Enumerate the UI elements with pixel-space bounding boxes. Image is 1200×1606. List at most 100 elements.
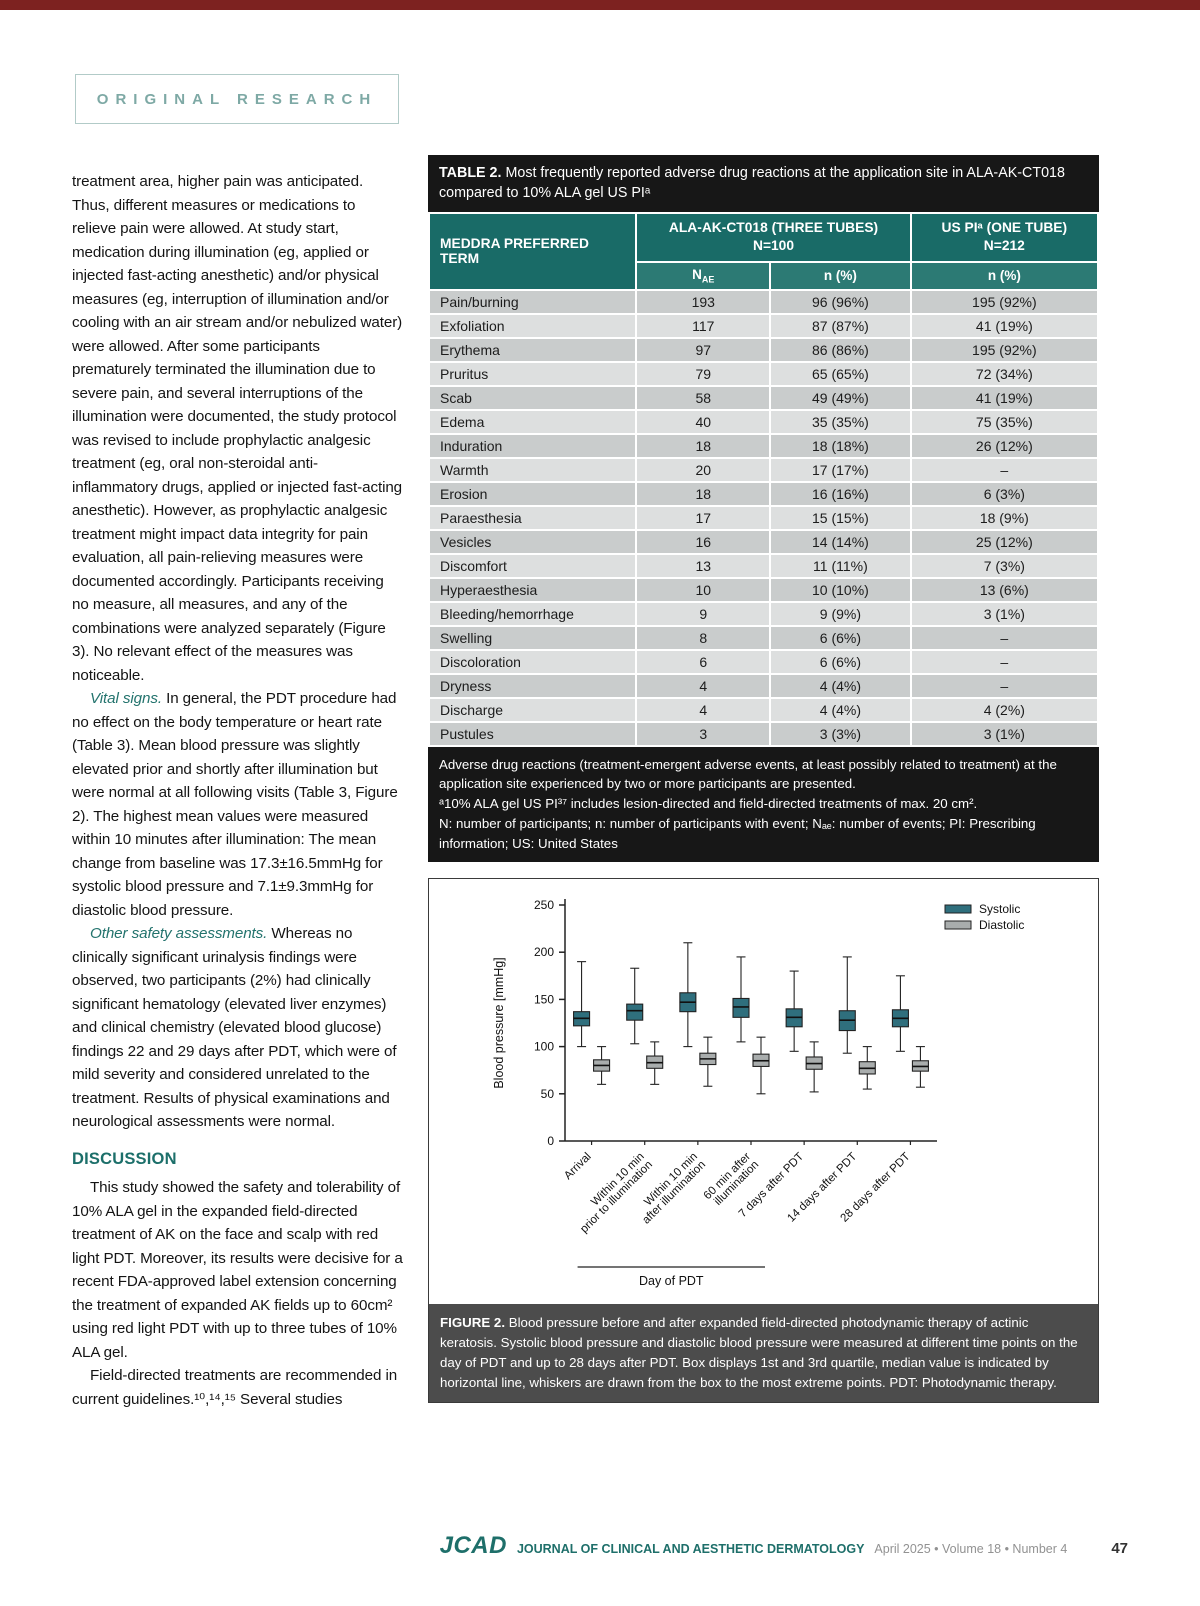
cell-nae: 9 <box>635 600 772 627</box>
table-row: Edema 40 35 (35%) 75 (35%) <box>427 408 1100 435</box>
discussion-heading: DISCUSSION <box>72 1149 177 1168</box>
top-accent-bar <box>0 0 1200 10</box>
cell-nae: 79 <box>635 360 772 387</box>
figure2-caption: FIGURE 2. Blood pressure before and afte… <box>429 1304 1098 1402</box>
adverse-reactions-table: MEDDRA PREFERRED TERM ALA-AK-CT018 (THRE… <box>427 211 1100 747</box>
cell-n1: 86 (86%) <box>769 336 912 363</box>
footnote-line: Adverse drug reactions (treatment-emerge… <box>439 756 1057 792</box>
cell-term: Dryness <box>427 672 638 699</box>
cell-n2: 195 (92%) <box>909 336 1100 363</box>
group2-name: US PIᵃ (ONE TUBE) <box>941 219 1068 235</box>
table2-title: TABLE 2. Most frequently reported advers… <box>428 155 1099 212</box>
cell-term: Induration <box>427 432 638 459</box>
cell-n1: 10 (10%) <box>769 576 912 603</box>
cell-n2: – <box>909 624 1100 651</box>
cell-n2: 41 (19%) <box>909 312 1100 339</box>
table2-title-text: Most frequently reported adverse drug re… <box>439 165 1065 202</box>
vital-signs-lead: Vital signs. <box>90 690 162 707</box>
cell-nae: 16 <box>635 528 772 555</box>
table-row: Pruritus 79 65 (65%) 72 (34%) <box>427 360 1100 387</box>
svg-text:0: 0 <box>547 1134 554 1148</box>
cell-nae: 10 <box>635 576 772 603</box>
cell-term: Discomfort <box>427 552 638 579</box>
cell-n2: 7 (3%) <box>909 552 1100 579</box>
cell-n2: 75 (35%) <box>909 408 1100 435</box>
paragraph: Field-directed treatments are recommende… <box>72 1367 398 1408</box>
table-row: Erosion 18 16 (16%) 6 (3%) <box>427 480 1100 507</box>
figure2-chart-area: 0 50 100 150 200 250 Blood pressure [mmHg] Arri… <box>429 879 1098 1305</box>
cell-term: Erosion <box>427 480 638 507</box>
cell-n2: 26 (12%) <box>909 432 1100 459</box>
cell-nae: 18 <box>635 480 772 507</box>
svg-text:150: 150 <box>534 993 554 1007</box>
svg-text:Diastolic: Diastolic <box>979 918 1024 932</box>
cell-nae: 13 <box>635 552 772 579</box>
cell-n2: – <box>909 648 1100 675</box>
paragraph: treatment area, higher pain was anticipa… <box>72 173 403 684</box>
col-subheader-npct1: n (%) <box>769 260 912 291</box>
group1-n: N=100 <box>752 238 795 254</box>
table-row: Pain/burning 193 96 (96%) 195 (92%) <box>427 288 1100 315</box>
cell-n1: 35 (35%) <box>769 408 912 435</box>
blood-pressure-boxplot-chart: 0 50 100 150 200 250 Blood pressure [mmHg] Arri… <box>492 898 1024 1288</box>
cell-n2: 13 (6%) <box>909 576 1100 603</box>
svg-text:200: 200 <box>534 945 554 959</box>
footnote-line: N: number of participants; n: number of … <box>439 816 1036 852</box>
cell-nae: 18 <box>635 432 772 459</box>
cell-nae: 58 <box>635 384 772 411</box>
cell-term: Vesicles <box>427 528 638 555</box>
other-safety-lead: Other safety assessments. <box>90 925 268 942</box>
cell-nae: 4 <box>635 672 772 699</box>
cell-n2: 3 (1%) <box>909 600 1100 627</box>
svg-text:Blood pressure [mmHg]: Blood pressure [mmHg] <box>492 958 506 1089</box>
cell-n2: 195 (92%) <box>909 288 1100 315</box>
table-row: Discomfort 13 11 (11%) 7 (3%) <box>427 552 1100 579</box>
cell-term: Exfoliation <box>427 312 638 339</box>
table-row: Pustules 3 3 (3%) 3 (1%) <box>427 720 1100 747</box>
table-row: Swelling 8 6 (6%) – <box>427 624 1100 651</box>
table-row: Hyperaesthesia 10 10 (10%) 13 (6%) <box>427 576 1100 603</box>
cell-nae: 40 <box>635 408 772 435</box>
cell-n1: 18 (18%) <box>769 432 912 459</box>
cell-n2: – <box>909 672 1100 699</box>
cell-n1: 16 (16%) <box>769 480 912 507</box>
cell-n1: 15 (15%) <box>769 504 912 531</box>
table-row: Discharge 4 4 (4%) 4 (2%) <box>427 696 1100 723</box>
table-row: Warmth 20 17 (17%) – <box>427 456 1100 483</box>
col-subheader-nae: NAE <box>635 260 772 291</box>
cell-n1: 6 (6%) <box>769 624 912 651</box>
jcad-logo: JCAD <box>439 1532 507 1559</box>
section-label-box: ORIGINAL RESEARCH <box>75 74 399 124</box>
cell-term: Paraesthesia <box>427 504 638 531</box>
cell-term: Erythema <box>427 336 638 363</box>
svg-text:250: 250 <box>534 898 554 912</box>
table-row: Scab 58 49 (49%) 41 (19%) <box>427 384 1100 411</box>
svg-text:Systolic: Systolic <box>979 902 1020 916</box>
figure2-caption-text: Blood pressure before and after expanded… <box>440 1315 1078 1391</box>
cell-n1: 6 (6%) <box>769 648 912 675</box>
cell-n2: 4 (2%) <box>909 696 1100 723</box>
cell-n2: 6 (3%) <box>909 480 1100 507</box>
cell-n1: 14 (14%) <box>769 528 912 555</box>
cell-n1: 4 (4%) <box>769 672 912 699</box>
paragraph: Vital signs. In general, the PDT procedu… <box>72 687 403 922</box>
svg-text:Day of PDT: Day of PDT <box>639 1274 704 1288</box>
cell-n2: – <box>909 456 1100 483</box>
cell-nae: 20 <box>635 456 772 483</box>
cell-nae: 17 <box>635 504 772 531</box>
table-figure-column: TABLE 2. Most frequently reported advers… <box>427 155 1100 1403</box>
table2-footnotes: Adverse drug reactions (treatment-emerge… <box>428 746 1099 863</box>
paragraph-text: In general, the PDT procedure had no eff… <box>72 690 398 919</box>
col-group-uspi: US PIᵃ (ONE TUBE) N=212 <box>909 211 1100 263</box>
cell-n2: 72 (34%) <box>909 360 1100 387</box>
cell-nae: 3 <box>635 720 772 747</box>
figure2: 0 50 100 150 200 250 Blood pressure [mmHg] Arri… <box>428 878 1099 1403</box>
cell-term: Swelling <box>427 624 638 651</box>
cell-term: Pain/burning <box>427 288 638 315</box>
table-row: Induration 18 18 (18%) 26 (12%) <box>427 432 1100 459</box>
table-subheader-row: NAE n (%) n (%) <box>429 260 1100 291</box>
cell-n1: 49 (49%) <box>769 384 912 411</box>
cell-nae: 6 <box>635 648 772 675</box>
cell-term: Discharge <box>427 696 638 723</box>
cell-n2: 18 (9%) <box>909 504 1100 531</box>
